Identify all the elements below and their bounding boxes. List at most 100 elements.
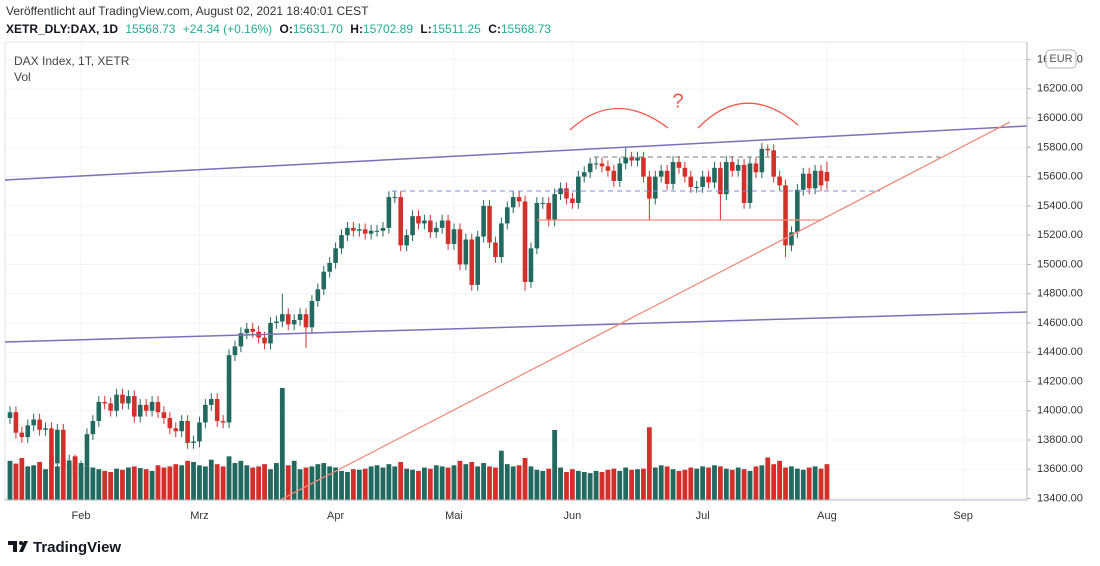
volume-bar bbox=[220, 466, 226, 500]
candle-body bbox=[197, 422, 202, 442]
legend-title: DAX Index, 1T, XETR bbox=[14, 54, 130, 68]
volume-bar bbox=[587, 473, 593, 500]
volume-bar bbox=[611, 468, 617, 500]
candle-body bbox=[818, 170, 824, 186]
candle-body bbox=[386, 197, 392, 228]
candle-body bbox=[422, 220, 427, 224]
volume-bar bbox=[321, 463, 327, 500]
candle-body bbox=[155, 401, 161, 413]
candle-body bbox=[339, 235, 344, 249]
candle-body bbox=[706, 176, 711, 183]
candle-body bbox=[528, 248, 534, 282]
candle-body bbox=[167, 418, 173, 429]
x-tick-label: Mai bbox=[445, 510, 463, 522]
ohlc-value: 15511.25 bbox=[432, 22, 481, 36]
candle-body bbox=[404, 235, 409, 246]
volume-bar bbox=[652, 467, 658, 500]
volume-bar bbox=[735, 467, 741, 500]
volume-bar bbox=[575, 470, 581, 500]
candle-body bbox=[735, 164, 741, 171]
candle-body bbox=[724, 161, 729, 195]
volume-bar bbox=[540, 470, 546, 500]
candle-body bbox=[321, 271, 327, 290]
symbol-line: XETR_DLY:DAX, 1D 15568.73 +24.34 (+0.16%… bbox=[6, 22, 551, 36]
volume-bar bbox=[753, 466, 759, 500]
volume-bar bbox=[25, 466, 31, 500]
volume-bar bbox=[90, 467, 96, 500]
candle-body bbox=[137, 404, 143, 417]
annotation: ? bbox=[672, 90, 683, 112]
volume-bar bbox=[463, 464, 469, 500]
published-note: Veröffentlicht auf TradingView.com, Augu… bbox=[6, 4, 369, 18]
candle-body bbox=[191, 441, 196, 443]
volume-bar bbox=[392, 466, 398, 500]
candle-body bbox=[280, 314, 285, 322]
volume-bar bbox=[43, 469, 48, 500]
volume-bar bbox=[274, 463, 279, 500]
candle-body bbox=[576, 176, 581, 203]
volume-bar bbox=[723, 468, 729, 500]
candle-body bbox=[126, 396, 131, 404]
volume-bar bbox=[179, 465, 185, 500]
volume-bar bbox=[783, 467, 788, 500]
candle-body bbox=[599, 163, 605, 167]
volume-bar bbox=[78, 463, 84, 500]
brand: TradingView bbox=[33, 539, 121, 556]
volume-bar bbox=[291, 460, 297, 500]
candle-body bbox=[102, 401, 108, 404]
volume-bar bbox=[185, 460, 190, 500]
volume-bar bbox=[706, 467, 711, 500]
volume-bar bbox=[19, 458, 25, 500]
volume-bar bbox=[54, 466, 60, 500]
volume-bar bbox=[362, 468, 368, 500]
x-tick-label: Sep bbox=[953, 510, 973, 522]
candle-body bbox=[214, 399, 220, 421]
volume-bar bbox=[197, 465, 202, 500]
candle-body bbox=[291, 320, 297, 325]
candle-body bbox=[812, 170, 818, 189]
x-tick-label: Mrz bbox=[190, 510, 208, 522]
y-tick-label: 13800.00 bbox=[1037, 434, 1083, 446]
candle-body bbox=[516, 197, 522, 202]
candle-body bbox=[285, 314, 291, 325]
candle-body bbox=[262, 337, 267, 344]
candle-body bbox=[540, 202, 546, 204]
volume-bar bbox=[599, 472, 605, 500]
volume-bar bbox=[167, 466, 173, 500]
candle-body bbox=[475, 236, 480, 285]
candle-body bbox=[380, 227, 386, 231]
volume-bar bbox=[333, 467, 338, 500]
candle-body bbox=[806, 173, 812, 189]
volume-bar bbox=[31, 465, 37, 500]
x-tick-label: Jul bbox=[696, 510, 710, 522]
candle-body bbox=[700, 176, 705, 187]
volume-bar bbox=[120, 469, 125, 500]
y-tick-label: 15600.00 bbox=[1037, 171, 1083, 183]
candle-body bbox=[333, 248, 338, 263]
candle-body bbox=[795, 189, 800, 233]
volume-bar bbox=[126, 467, 131, 500]
candle-body bbox=[66, 460, 72, 467]
y-tick-label: 15200.00 bbox=[1037, 229, 1083, 241]
candle-body bbox=[753, 163, 759, 173]
channel-line bbox=[5, 311, 1027, 343]
currency-badge bbox=[1045, 49, 1077, 69]
candle-body bbox=[765, 148, 771, 151]
volume-bar bbox=[794, 468, 800, 500]
volume-bar bbox=[226, 456, 232, 500]
candle-body bbox=[433, 227, 439, 233]
volume-bar bbox=[37, 461, 42, 500]
y-tick-label: 15800.00 bbox=[1037, 141, 1083, 153]
volume-bar bbox=[327, 466, 333, 500]
candle-body bbox=[463, 239, 469, 265]
volume-bar bbox=[416, 470, 421, 500]
candle-body bbox=[250, 328, 256, 332]
candle-body bbox=[718, 167, 723, 195]
candle-body bbox=[439, 220, 445, 228]
candle-body bbox=[605, 166, 611, 171]
y-tick-label: 15400.00 bbox=[1037, 200, 1083, 212]
candle-body bbox=[611, 170, 617, 182]
candle-body bbox=[43, 428, 48, 430]
candle-body bbox=[185, 420, 190, 443]
candle-body bbox=[238, 333, 244, 347]
